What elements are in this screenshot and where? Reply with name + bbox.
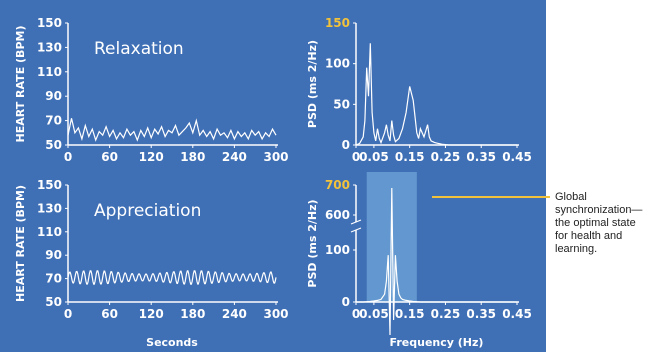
x-tick-label: 60 <box>101 150 118 164</box>
series-line <box>356 187 517 336</box>
x-tick-label: 0 <box>64 307 72 321</box>
y-tick-label: 90 <box>45 248 62 262</box>
x-tick-label: 0.25 <box>431 307 461 321</box>
series-line <box>355 43 517 146</box>
x-axis-title: Seconds <box>146 336 198 349</box>
chart-title: Appreciation <box>94 201 201 221</box>
series-line <box>67 118 277 142</box>
y-tick-label: 110 <box>37 225 62 239</box>
y-tick-label: 0 <box>342 138 350 152</box>
x-tick-label: 120 <box>139 150 164 164</box>
x-tick-label: 0.15 <box>395 150 425 164</box>
x-axis-title: Frequency (Hz) <box>390 336 484 349</box>
y-axis-title: HEART RATE (BPM) <box>14 185 27 302</box>
y-tick-label: 130 <box>37 201 62 215</box>
x-tick-label: 240 <box>222 307 247 321</box>
chart-title: Relaxation <box>94 39 184 59</box>
x-tick-label: 300 <box>263 150 288 164</box>
callout-line: synchronization— <box>555 204 643 216</box>
x-tick-label: 0.35 <box>466 150 496 164</box>
callout-line: for health and <box>555 230 623 242</box>
chart-panel <box>0 0 546 352</box>
callout-line: the optimal state <box>555 217 636 229</box>
x-tick-label: 0 <box>64 150 72 164</box>
x-tick-label: 180 <box>180 150 205 164</box>
y-tick-label: 100 <box>325 243 350 257</box>
axis-break-mark <box>350 219 362 233</box>
x-tick-label: 0.05 <box>359 150 389 164</box>
x-tick-label: 0.45 <box>502 307 532 321</box>
callout-line: Global <box>555 191 587 203</box>
callout-line: learning. <box>555 243 598 255</box>
y-tick-label: 150 <box>37 178 62 192</box>
x-tick-label: 0.25 <box>431 150 461 164</box>
x-tick-label: 240 <box>222 150 247 164</box>
x-tick-label: 0 <box>352 150 360 164</box>
y-tick-label: 50 <box>45 295 62 309</box>
y-tick-label: 90 <box>45 89 62 103</box>
y-tick-label: 150 <box>37 16 62 30</box>
y-axis-title: HEART RATE (BPM) <box>14 26 27 143</box>
x-tick-label: 180 <box>180 307 205 321</box>
x-tick-label: 120 <box>139 307 164 321</box>
y-axis-title: PSD (ms 2/Hz) <box>306 40 319 128</box>
y-tick-label: 130 <box>37 40 62 54</box>
y-tick-label: 70 <box>45 272 62 286</box>
y-tick-label: 600 <box>325 208 350 222</box>
y-tick-label: 700 <box>325 178 350 192</box>
series-line <box>67 270 277 285</box>
x-tick-label: 300 <box>263 307 288 321</box>
y-tick-label: 150 <box>325 16 350 30</box>
x-tick-label: 0.05 <box>359 307 389 321</box>
y-tick-label: 100 <box>325 57 350 71</box>
y-tick-label: 110 <box>37 65 62 79</box>
y-tick-label: 70 <box>45 114 62 128</box>
x-tick-label: 0.45 <box>502 150 532 164</box>
x-tick-label: 60 <box>101 307 118 321</box>
x-tick-label: 0.35 <box>466 307 496 321</box>
y-axis-title: PSD (ms 2/Hz) <box>306 199 319 287</box>
x-tick-label: 0 <box>352 307 360 321</box>
y-tick-label: 0 <box>342 295 350 309</box>
y-tick-label: 50 <box>45 138 62 152</box>
y-tick-label: 50 <box>333 97 350 111</box>
axis-break-gap <box>351 222 361 230</box>
x-tick-label: 0.15 <box>395 307 425 321</box>
callout-text: Global synchronization— the optimal stat… <box>555 191 655 256</box>
